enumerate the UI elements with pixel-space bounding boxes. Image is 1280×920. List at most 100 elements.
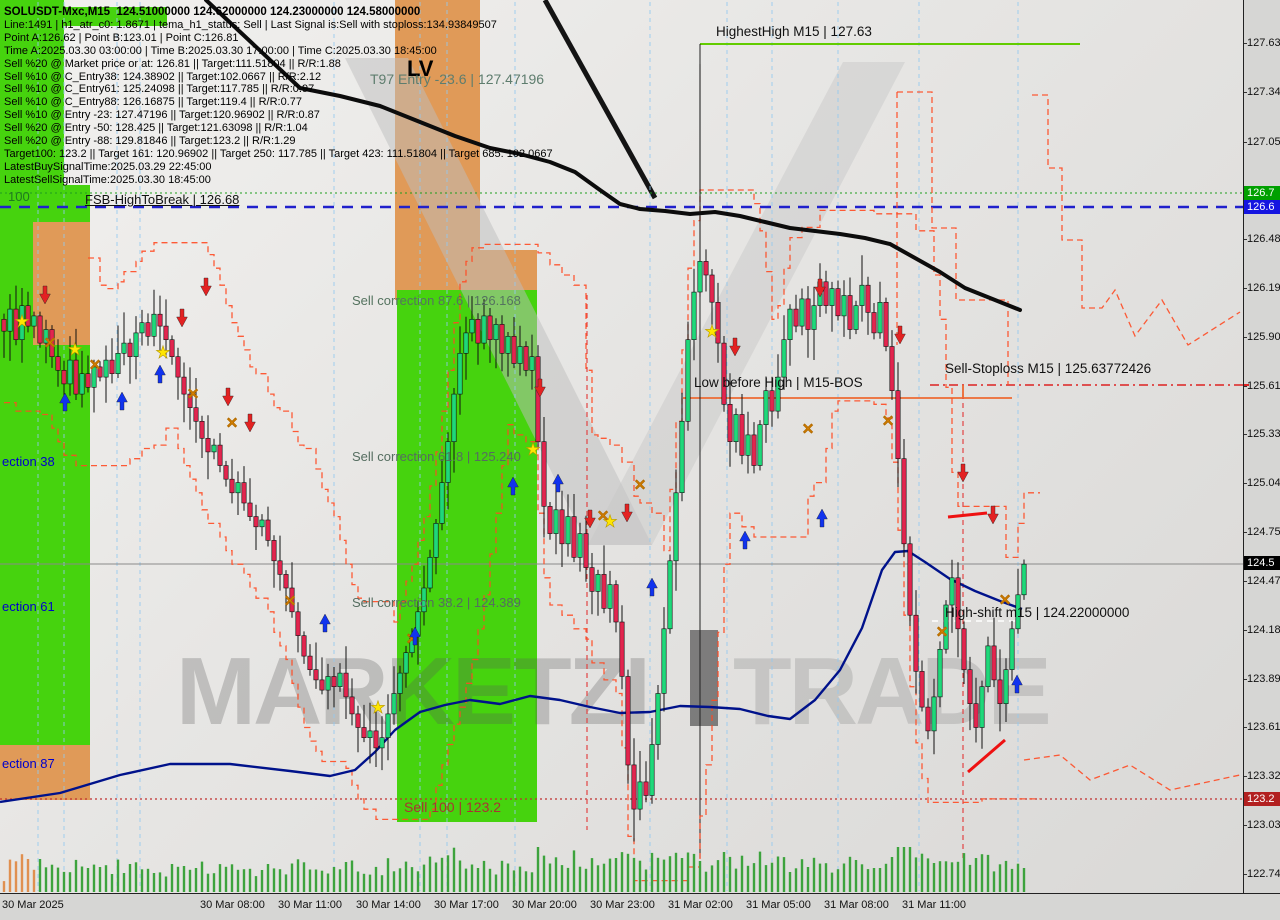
ma-black-line bbox=[204, 0, 1022, 312]
candle-body bbox=[613, 584, 619, 623]
atr-band-extension bbox=[897, 91, 1009, 385]
volume-bar bbox=[146, 868, 150, 892]
volume-bar bbox=[344, 862, 348, 892]
volume-bar bbox=[464, 868, 468, 892]
candle-body bbox=[913, 614, 919, 672]
x-signal-icon: ✕ bbox=[802, 421, 815, 438]
sell-arrow-icon bbox=[200, 277, 212, 297]
volume-bar bbox=[326, 873, 330, 892]
time-tick-label: 30 Mar 08:00 bbox=[200, 899, 265, 911]
time-axis[interactable]: 30 Mar 2025 30 Mar 08:00 30 Mar 11:00 30 Ma… bbox=[0, 893, 1280, 920]
volume-bar bbox=[662, 859, 666, 892]
volume-bar bbox=[830, 872, 834, 892]
brand-logo-shape bbox=[345, 58, 652, 545]
volume-bar bbox=[446, 855, 450, 892]
candle-body bbox=[259, 519, 265, 528]
candle-body bbox=[841, 295, 847, 317]
volume-bar bbox=[584, 868, 588, 892]
star-signal-icon: ★ bbox=[67, 340, 82, 359]
volume-bar bbox=[632, 857, 636, 892]
correction-38-left-label: ection 38 bbox=[2, 454, 55, 469]
info-line: Sell %10 @ C_Entry88: 126.16875 || Targe… bbox=[4, 96, 302, 109]
volume-bar bbox=[560, 865, 564, 892]
x-signal-icon: ✕ bbox=[634, 477, 647, 494]
volume-bar bbox=[944, 861, 948, 892]
time-tick-label: 31 Mar 11:00 bbox=[902, 899, 967, 911]
volume-bar bbox=[626, 853, 630, 892]
price-tick-label: 123.61 bbox=[1244, 721, 1280, 733]
candle-body bbox=[241, 482, 247, 504]
candle-body bbox=[319, 679, 325, 691]
candle-body bbox=[337, 672, 343, 687]
volume-bar bbox=[518, 866, 522, 892]
volume-bar bbox=[1016, 863, 1020, 892]
candle-body bbox=[181, 376, 187, 395]
volume-bar bbox=[542, 855, 546, 892]
info-line: Sell %20 @ Entry -88: 129.81846 || Targe… bbox=[4, 135, 296, 148]
volume-bar bbox=[332, 867, 336, 892]
volume-bar bbox=[578, 866, 582, 892]
price-level-badge: 123.2 bbox=[1244, 792, 1280, 806]
volume-bar bbox=[92, 864, 96, 892]
buy-arrow-icon bbox=[646, 577, 658, 597]
volume-bar bbox=[254, 876, 258, 892]
volume-bar bbox=[140, 869, 144, 892]
info-line: Sell %10 @ Entry -23: 127.47196 || Targe… bbox=[4, 109, 320, 122]
sell-arrow-icon bbox=[814, 278, 826, 298]
volume-bar bbox=[218, 864, 222, 892]
candle-body bbox=[205, 437, 211, 453]
candle-body bbox=[889, 346, 895, 392]
candle-body bbox=[151, 313, 157, 337]
volume-bar bbox=[296, 859, 300, 892]
volume-bar bbox=[698, 861, 702, 892]
volume-bar bbox=[764, 865, 768, 892]
volume-bar bbox=[122, 873, 126, 892]
x-signal-icon: ✕ bbox=[44, 335, 57, 352]
candle-body bbox=[925, 706, 931, 732]
volume-bar bbox=[530, 872, 534, 892]
candle-body bbox=[277, 560, 283, 575]
brand-logo-stroke bbox=[542, 0, 658, 200]
volume-bar bbox=[362, 873, 366, 892]
info-line: Sell %20 @ Entry -50: 128.425 || Target:… bbox=[4, 122, 308, 135]
candle-body bbox=[541, 441, 547, 507]
volume-bar bbox=[356, 871, 360, 892]
price-tick-label: 127.34 bbox=[1244, 86, 1280, 98]
candle-body bbox=[199, 420, 205, 439]
volume-bar bbox=[26, 859, 30, 892]
candle-body bbox=[607, 584, 613, 609]
candle-body bbox=[739, 414, 745, 456]
candle-body bbox=[649, 744, 655, 796]
volume-bar bbox=[290, 863, 294, 892]
volume-bar bbox=[266, 864, 270, 892]
volume-bar bbox=[110, 874, 114, 892]
price-tick-label: 124.75 bbox=[1244, 526, 1280, 538]
info-line: Sell %20 @ Market price or at: 126.81 ||… bbox=[4, 57, 341, 70]
candle-body bbox=[13, 308, 19, 341]
info-line: Line:1491 | h1_atr_c0: 1.8671 | tema_h1_… bbox=[4, 18, 497, 31]
candle-body bbox=[691, 291, 697, 341]
price-axis[interactable]: 127.63 127.34 127.05 126.48 126.19 125.90 125.… bbox=[1243, 0, 1280, 893]
candle-body bbox=[403, 652, 409, 674]
volume-bar bbox=[914, 857, 918, 892]
volume-bar bbox=[470, 864, 474, 892]
volume-bar bbox=[614, 858, 618, 892]
candle-body bbox=[1003, 669, 1009, 705]
candle-body bbox=[217, 444, 223, 466]
volume-bar bbox=[608, 858, 612, 892]
volume-bar bbox=[896, 847, 900, 892]
candle-body bbox=[463, 332, 469, 354]
candle-body bbox=[283, 574, 289, 589]
candle-body bbox=[121, 342, 127, 354]
candle-body bbox=[937, 648, 943, 698]
candle-body bbox=[721, 342, 727, 405]
volume-bar bbox=[710, 865, 714, 892]
atr-band-extension bbox=[1032, 94, 1241, 346]
candle-body bbox=[433, 523, 439, 558]
price-tick-label: 127.05 bbox=[1244, 136, 1280, 148]
sell-arrow-icon bbox=[222, 387, 234, 407]
time-tick-label: 31 Mar 08:00 bbox=[824, 899, 889, 911]
volume-bar bbox=[728, 856, 732, 892]
